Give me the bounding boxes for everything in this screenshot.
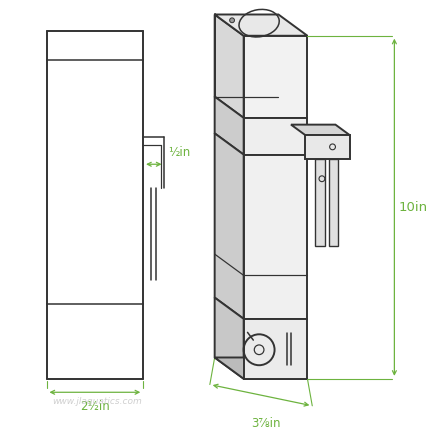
Polygon shape bbox=[315, 160, 325, 246]
Polygon shape bbox=[244, 36, 307, 118]
Polygon shape bbox=[329, 160, 338, 246]
Text: 10in: 10in bbox=[398, 201, 427, 214]
Polygon shape bbox=[215, 97, 244, 155]
Text: 2½in: 2½in bbox=[80, 400, 110, 413]
Polygon shape bbox=[215, 133, 244, 319]
Polygon shape bbox=[215, 357, 307, 379]
Text: 3⅞in: 3⅞in bbox=[251, 418, 281, 430]
Polygon shape bbox=[215, 15, 244, 118]
Text: ½in: ½in bbox=[168, 146, 190, 159]
Polygon shape bbox=[215, 15, 307, 36]
Polygon shape bbox=[291, 125, 350, 135]
Polygon shape bbox=[244, 319, 307, 379]
Circle shape bbox=[230, 18, 234, 23]
Polygon shape bbox=[244, 118, 307, 155]
Text: www.jlaquatics.com: www.jlaquatics.com bbox=[52, 397, 141, 406]
Polygon shape bbox=[244, 155, 307, 319]
Polygon shape bbox=[305, 135, 350, 160]
Polygon shape bbox=[215, 298, 244, 379]
